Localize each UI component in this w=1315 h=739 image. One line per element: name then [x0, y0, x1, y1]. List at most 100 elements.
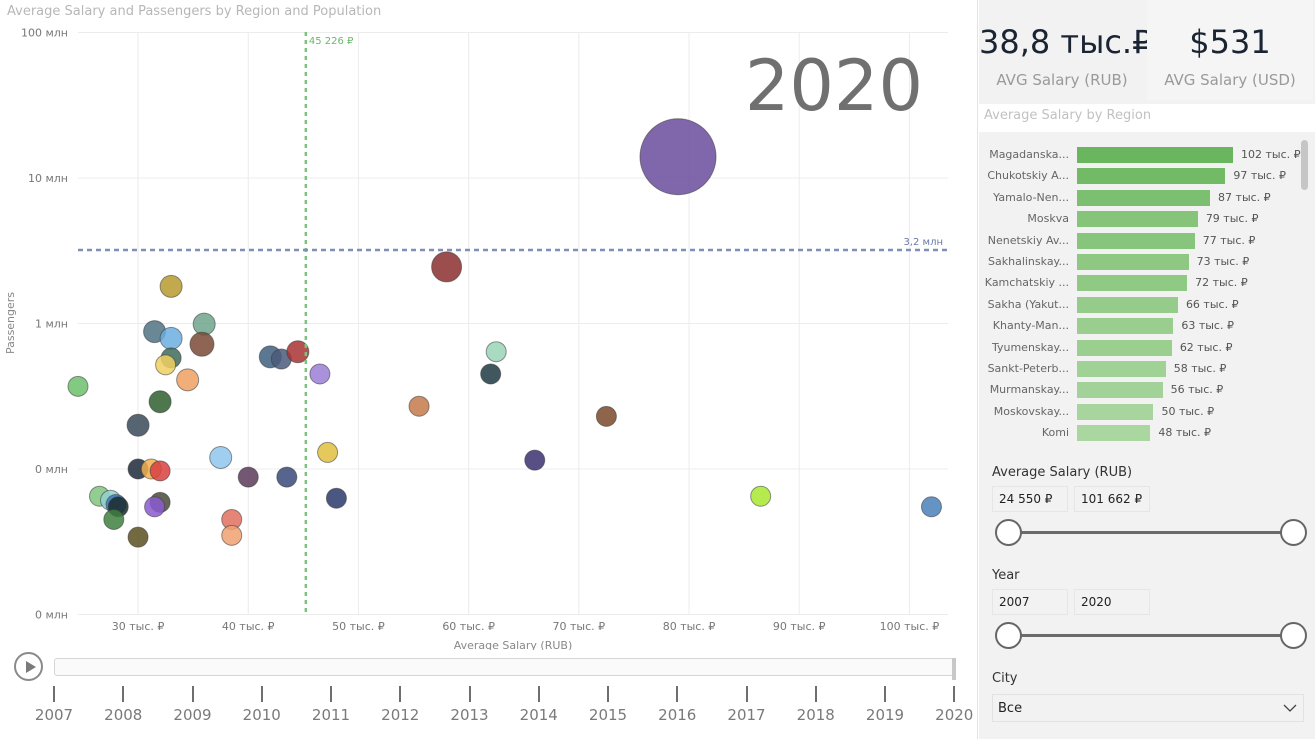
timeline-year-label[interactable]: 2013 [450, 706, 489, 724]
data-bubble[interactable] [325, 487, 347, 509]
data-bubble[interactable] [221, 524, 243, 546]
bar[interactable] [1077, 168, 1226, 185]
bar-row[interactable]: Yamalo-Nen... 87 тыс. ₽ [979, 188, 1299, 208]
timeline-tick[interactable] [745, 686, 748, 702]
timeline-tick[interactable] [884, 686, 886, 702]
timeline-year-label[interactable]: 2017 [727, 706, 766, 724]
data-bubble[interactable] [189, 331, 215, 357]
data-bubble[interactable] [639, 118, 717, 196]
salary-slider-min-knob[interactable] [995, 519, 1022, 546]
data-bubble[interactable] [480, 363, 502, 385]
timeline-tick[interactable] [676, 686, 679, 702]
timeline-year-label[interactable]: 2012 [381, 706, 420, 724]
year-slider-min-knob[interactable] [995, 622, 1022, 649]
bar[interactable] [1077, 296, 1178, 313]
timeline-tick[interactable] [468, 686, 471, 702]
data-bubble[interactable] [524, 449, 546, 471]
bar[interactable] [1077, 275, 1188, 292]
data-bubble[interactable] [155, 354, 177, 376]
data-bubble[interactable] [431, 251, 463, 283]
salary-slider-max-knob[interactable] [1280, 519, 1307, 546]
bar[interactable] [1077, 425, 1151, 442]
timeline-year-label[interactable]: 2014 [519, 706, 558, 724]
timeline-year-label[interactable]: 2019 [865, 706, 905, 724]
bar[interactable] [1077, 211, 1198, 228]
data-bubble[interactable] [159, 274, 183, 298]
bar[interactable] [1077, 361, 1166, 377]
data-bubble[interactable] [276, 466, 298, 488]
data-bubble[interactable] [149, 460, 171, 482]
bar-chart-scrollbar[interactable] [1301, 140, 1308, 450]
data-bubble[interactable] [67, 375, 89, 397]
bar-row[interactable]: Tyumenskay... 62 тыс. ₽ [979, 338, 1299, 358]
bar-row[interactable]: Murmanskay... 56 тыс. ₽ [979, 380, 1299, 400]
timeline-tick[interactable] [814, 686, 817, 702]
data-bubble[interactable] [209, 445, 233, 469]
salary-max-input[interactable]: 101 662 ₽ [1074, 486, 1150, 512]
timeline-year-label[interactable]: 2007 [34, 706, 74, 724]
timeline-tick[interactable] [330, 686, 332, 702]
data-bubble[interactable] [750, 485, 772, 507]
timeline-year-label[interactable]: 2020 [935, 706, 974, 724]
data-bubble[interactable] [317, 441, 339, 463]
bar[interactable] [1077, 382, 1163, 399]
timeline-year-label[interactable]: 2016 [658, 706, 697, 724]
data-bubble[interactable] [126, 413, 150, 437]
bar[interactable] [1077, 339, 1172, 356]
bar[interactable] [1077, 403, 1154, 420]
timeline-year-label[interactable]: 2010 [242, 706, 281, 724]
data-bubble[interactable] [144, 496, 166, 518]
bar[interactable] [1077, 254, 1189, 270]
data-bubble[interactable] [408, 395, 430, 417]
data-bubble[interactable] [159, 326, 183, 350]
timeline-tick[interactable] [122, 686, 125, 702]
bar-row[interactable]: Khanty-Man... 63 тыс. ₽ [979, 316, 1299, 336]
data-bubble[interactable] [148, 390, 172, 414]
bar-row[interactable]: Kamchatskiy ... 72 тыс. ₽ [979, 273, 1299, 293]
bar-row[interactable]: Moskva 79 тыс. ₽ [979, 209, 1299, 229]
bar-row[interactable]: Magadanska... 102 тыс. ₽ [979, 145, 1301, 165]
year-slider-max-knob[interactable] [1280, 622, 1307, 649]
timeline-tick[interactable] [537, 686, 540, 702]
timeline-tick[interactable] [260, 686, 263, 702]
timeline-tick[interactable] [953, 686, 956, 702]
data-bubble[interactable] [192, 312, 216, 336]
salary-slider-track[interactable] [1007, 531, 1293, 534]
bar-row[interactable]: Sakha (Yakut... 66 тыс. ₽ [979, 295, 1299, 315]
data-bubble[interactable] [309, 363, 331, 385]
scrollbar-thumb[interactable] [1301, 140, 1308, 190]
bar-row[interactable]: Sankt-Peterb... 58 тыс. ₽ [979, 359, 1299, 379]
play-axis-track[interactable] [54, 658, 956, 680]
timeline-tick[interactable] [191, 686, 194, 702]
timeline-year-label[interactable]: 2009 [173, 706, 212, 724]
timeline-year-label[interactable]: 2015 [588, 706, 628, 724]
bar-row[interactable]: Chukotskiy A... 97 тыс. ₽ [979, 166, 1299, 186]
timeline-tick[interactable] [399, 686, 402, 702]
data-bubble[interactable] [127, 526, 149, 548]
bar[interactable] [1077, 189, 1211, 206]
play-axis-handle[interactable] [952, 658, 956, 680]
bar-row[interactable]: Moskovskay... 50 тыс. ₽ [979, 402, 1299, 422]
data-bubble[interactable] [176, 368, 200, 392]
play-button[interactable] [14, 652, 43, 681]
timeline-year-label[interactable]: 2018 [796, 706, 835, 724]
data-bubble[interactable] [595, 405, 617, 427]
bar-row[interactable]: Nenetskiy Av... 77 тыс. ₽ [979, 231, 1299, 251]
data-bubble[interactable] [286, 340, 310, 364]
data-bubble[interactable] [485, 341, 507, 363]
city-dropdown[interactable]: Все [992, 694, 1304, 722]
data-bubble[interactable] [920, 496, 942, 518]
data-bubble[interactable] [237, 466, 259, 488]
data-bubble[interactable] [103, 508, 125, 530]
bar[interactable] [1077, 318, 1174, 335]
timeline-year-label[interactable]: 2008 [104, 706, 143, 724]
bar[interactable] [1077, 147, 1233, 163]
timeline-year-label[interactable]: 2011 [311, 706, 351, 724]
year-max-input[interactable]: 2020 [1074, 589, 1150, 615]
timeline-tick[interactable] [53, 686, 55, 702]
salary-min-input[interactable]: 24 550 ₽ [992, 486, 1068, 512]
bar-row[interactable]: Sakhalinskay... 73 тыс. ₽ [979, 252, 1299, 272]
year-slider-track[interactable] [1007, 634, 1293, 637]
bar[interactable] [1077, 232, 1195, 249]
year-min-input[interactable]: 2007 [992, 589, 1068, 615]
